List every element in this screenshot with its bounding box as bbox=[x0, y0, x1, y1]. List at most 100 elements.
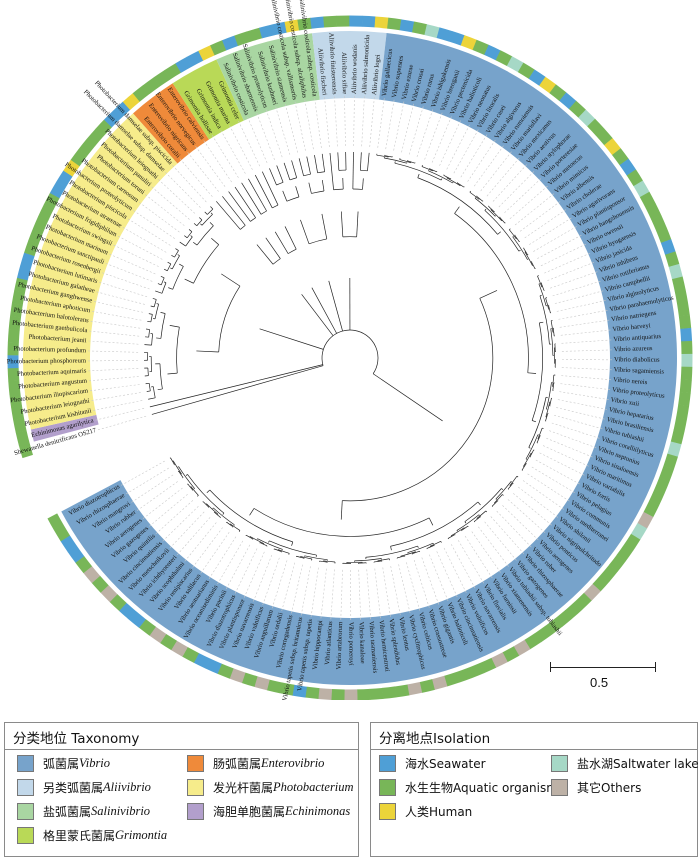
isolation-legend: 分离地点Isolation 海水Seawater 盐水湖Saltwater lak… bbox=[370, 722, 699, 857]
branch-arc bbox=[539, 295, 550, 345]
leader-line bbox=[142, 487, 183, 519]
leader-line bbox=[546, 437, 593, 458]
isolation-segment bbox=[555, 610, 573, 627]
branch bbox=[211, 238, 219, 245]
leader-line bbox=[478, 526, 509, 567]
isolation-segment bbox=[407, 682, 423, 696]
leaf-label-vibrio: Vibrio antiquarius bbox=[613, 333, 662, 343]
isolation-segment bbox=[271, 21, 287, 36]
isolation-segment bbox=[616, 544, 634, 562]
leader-line bbox=[90, 384, 140, 392]
branch-arc bbox=[417, 177, 498, 235]
leader-line bbox=[200, 532, 230, 574]
leader-line bbox=[471, 531, 501, 573]
leader-line bbox=[561, 367, 612, 371]
branch bbox=[291, 160, 298, 178]
branch-arc bbox=[147, 367, 149, 376]
branch bbox=[502, 494, 504, 496]
branch-arc bbox=[484, 210, 520, 252]
branch bbox=[276, 165, 284, 183]
leader-line bbox=[401, 103, 414, 153]
taxonomy-legend-item-salinivibrio: 盐弧菌属 Salinivibrio bbox=[17, 803, 150, 820]
leader-line bbox=[96, 291, 145, 305]
leader-line bbox=[561, 339, 612, 344]
branch-arc bbox=[286, 196, 300, 202]
leader-line bbox=[225, 544, 251, 590]
isolation-segment bbox=[495, 50, 513, 67]
branch bbox=[537, 275, 539, 277]
leader-line bbox=[540, 243, 587, 267]
branch bbox=[160, 312, 166, 314]
leader-line bbox=[217, 540, 244, 585]
legend-label-cn: 盐弧菌属 bbox=[43, 805, 92, 819]
leaf-label-photobacterium: Photobacterium jeanii bbox=[28, 334, 87, 345]
branch-arc bbox=[319, 560, 328, 563]
isolation-segment bbox=[142, 77, 161, 94]
leader-line bbox=[136, 481, 178, 511]
branch-arc bbox=[253, 508, 430, 537]
branch-arc bbox=[259, 542, 268, 547]
branch bbox=[177, 254, 180, 256]
branch bbox=[328, 280, 343, 332]
leader-line bbox=[443, 547, 467, 593]
branch-arc bbox=[154, 304, 159, 319]
branch-arc bbox=[443, 174, 451, 180]
branch bbox=[200, 223, 203, 226]
scale-bar-tick-left bbox=[550, 662, 551, 672]
leader-line bbox=[446, 124, 470, 170]
leader-line bbox=[127, 218, 171, 246]
leaf-label-vibrio: Vibrio tasmaniensis bbox=[367, 621, 378, 674]
isolation-segment bbox=[545, 618, 563, 635]
branch-arc bbox=[272, 258, 281, 265]
leader-line bbox=[529, 217, 572, 245]
branch bbox=[301, 294, 334, 336]
isolation-segment bbox=[193, 652, 211, 669]
isolation-segment bbox=[374, 16, 389, 29]
branch-arc bbox=[552, 328, 555, 337]
branch bbox=[308, 182, 312, 194]
branch-arc bbox=[185, 236, 193, 247]
leader-line bbox=[560, 383, 611, 390]
isolation-segment bbox=[678, 314, 692, 330]
isolation-legend-divider bbox=[371, 749, 697, 750]
isolation-segment bbox=[639, 191, 656, 209]
branch-arc bbox=[523, 248, 528, 256]
isolation-segment bbox=[619, 158, 637, 176]
isolation-segment bbox=[643, 500, 660, 518]
isolation-segment bbox=[394, 684, 410, 698]
branch-arc bbox=[528, 397, 547, 448]
leaf-label-aliivibrio: Aliivibrio wodanis bbox=[351, 44, 359, 94]
leader-line bbox=[486, 157, 520, 197]
branch-arc bbox=[308, 238, 327, 245]
clade-backgrounds bbox=[23, 31, 677, 685]
leader-line bbox=[105, 263, 153, 282]
isolation-segment bbox=[164, 63, 182, 80]
branch-arc bbox=[167, 263, 172, 271]
branch bbox=[284, 226, 297, 250]
leader-line bbox=[480, 151, 512, 192]
isolation-segment bbox=[14, 277, 28, 293]
legend-swatch bbox=[379, 779, 396, 796]
isolation-segment bbox=[535, 625, 553, 643]
branch bbox=[329, 152, 334, 190]
leader-line bbox=[93, 400, 143, 411]
leader-line bbox=[334, 96, 338, 147]
branch-arc bbox=[202, 501, 209, 508]
branch-arc bbox=[274, 548, 282, 552]
leader-line bbox=[496, 510, 532, 548]
isolation-segment bbox=[336, 15, 350, 27]
branch bbox=[146, 390, 151, 392]
isolation-segment bbox=[549, 84, 567, 102]
isolation-segment bbox=[11, 290, 26, 306]
leader-line bbox=[165, 171, 201, 208]
branch bbox=[156, 303, 159, 305]
leader-line bbox=[518, 486, 559, 518]
isolation-segment bbox=[671, 276, 686, 292]
branch-arc bbox=[523, 452, 532, 467]
leader-line bbox=[409, 106, 424, 155]
leader-line bbox=[131, 474, 174, 503]
leader-line bbox=[155, 500, 194, 535]
isolation-segment bbox=[310, 16, 325, 29]
isolation-segment bbox=[186, 50, 204, 67]
branch bbox=[238, 530, 241, 532]
